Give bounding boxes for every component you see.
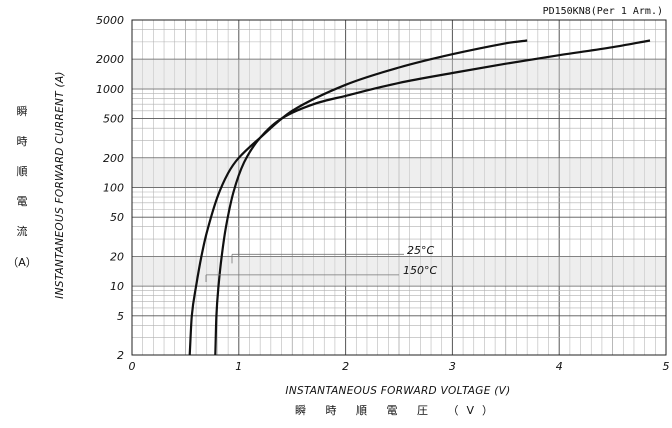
- curve-150c: [188, 39, 528, 356]
- y-axis-title-jp-char: （A）: [7, 256, 37, 269]
- y-axis-title-jp-char: 時: [17, 135, 28, 148]
- y-tick-label: 50: [110, 211, 124, 224]
- x-axis-title: INSTANTANEOUS FORWARD VOLTAGE (V): [285, 385, 510, 397]
- x-tick-label: 5: [663, 360, 670, 373]
- y-tick-label: 20: [110, 250, 124, 263]
- y-tick-label: 100: [103, 182, 124, 195]
- y-tick-label: 10: [110, 280, 124, 293]
- x-tick-label: 1: [235, 360, 242, 373]
- shaded-band: [132, 59, 666, 89]
- x-tick-label: 3: [449, 360, 456, 373]
- y-axis-title-jp-char: 電: [17, 195, 28, 208]
- shaded-bands: [132, 59, 666, 287]
- y-axis-title: INSTANTANEOUS FORWARD CURRENT (A): [54, 71, 66, 299]
- plot-frame: [131, 19, 667, 356]
- y-tick-label: 5000: [96, 14, 124, 27]
- y-axis-title-jp-char: 順: [17, 165, 28, 178]
- curves: [188, 39, 651, 356]
- chart-title: PD150KN8(Per 1 Arm.): [543, 6, 663, 17]
- y-tick-label: 2: [117, 349, 124, 362]
- label-leaders: [205, 253, 404, 283]
- y-tick-labels: 2 5 10 20 50 100 200 500 1000 2000 5000: [96, 14, 124, 362]
- curve-label-150c: 150°C: [403, 264, 437, 277]
- y-tick-label: 500: [103, 113, 124, 126]
- y-axis-title-jp-char: 瞬: [17, 105, 28, 118]
- y-tick-label: 5: [117, 310, 124, 323]
- curve-label-25c: 25°C: [407, 244, 434, 257]
- y-tick-label: 200: [103, 152, 124, 165]
- y-tick-label: 1000: [96, 83, 124, 96]
- x-tick-label: 0: [129, 360, 136, 373]
- x-tick-labels: 0 1 2 3 4 5: [129, 360, 670, 373]
- y-axis-title-jp: 瞬 時 順 電 流 （A）: [7, 105, 37, 269]
- x-tick-label: 4: [556, 360, 563, 373]
- x-axis-title-jp: 瞬 時 順 電 圧 （V）: [295, 404, 501, 417]
- shaded-band: [132, 157, 666, 188]
- x-tick-label: 2: [342, 360, 349, 373]
- y-axis-title-jp-char: 流: [17, 224, 28, 238]
- y-tick-label: 2000: [96, 53, 124, 66]
- curve-25c: [214, 39, 651, 356]
- shaded-band: [132, 256, 666, 287]
